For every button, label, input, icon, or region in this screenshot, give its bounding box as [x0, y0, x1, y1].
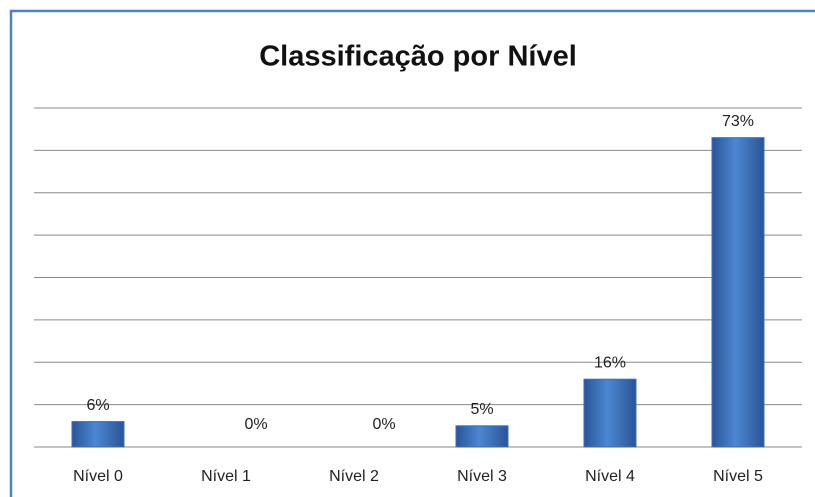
bar: [71, 421, 125, 448]
data-label: 0%: [244, 416, 267, 433]
frame: [9, 9, 815, 497]
data-label: 73%: [722, 113, 754, 130]
x-tick-label: Nível 0: [73, 468, 123, 485]
bar: [455, 425, 509, 448]
bar: [583, 378, 637, 448]
data-label: 5%: [470, 401, 493, 418]
data-label: 6%: [86, 397, 109, 414]
data-label: 0%: [372, 416, 395, 433]
x-tick-label: Nível 3: [457, 468, 507, 485]
x-tick-label: Nível 2: [329, 468, 379, 485]
chart-title: Classificação por Nível: [259, 41, 577, 73]
data-label: 16%: [594, 354, 626, 371]
x-tick-label: Nível 4: [585, 468, 635, 485]
x-tick-label: Nível 1: [201, 468, 251, 485]
x-tick-label: Nível 5: [713, 468, 763, 485]
bar: [711, 137, 765, 448]
